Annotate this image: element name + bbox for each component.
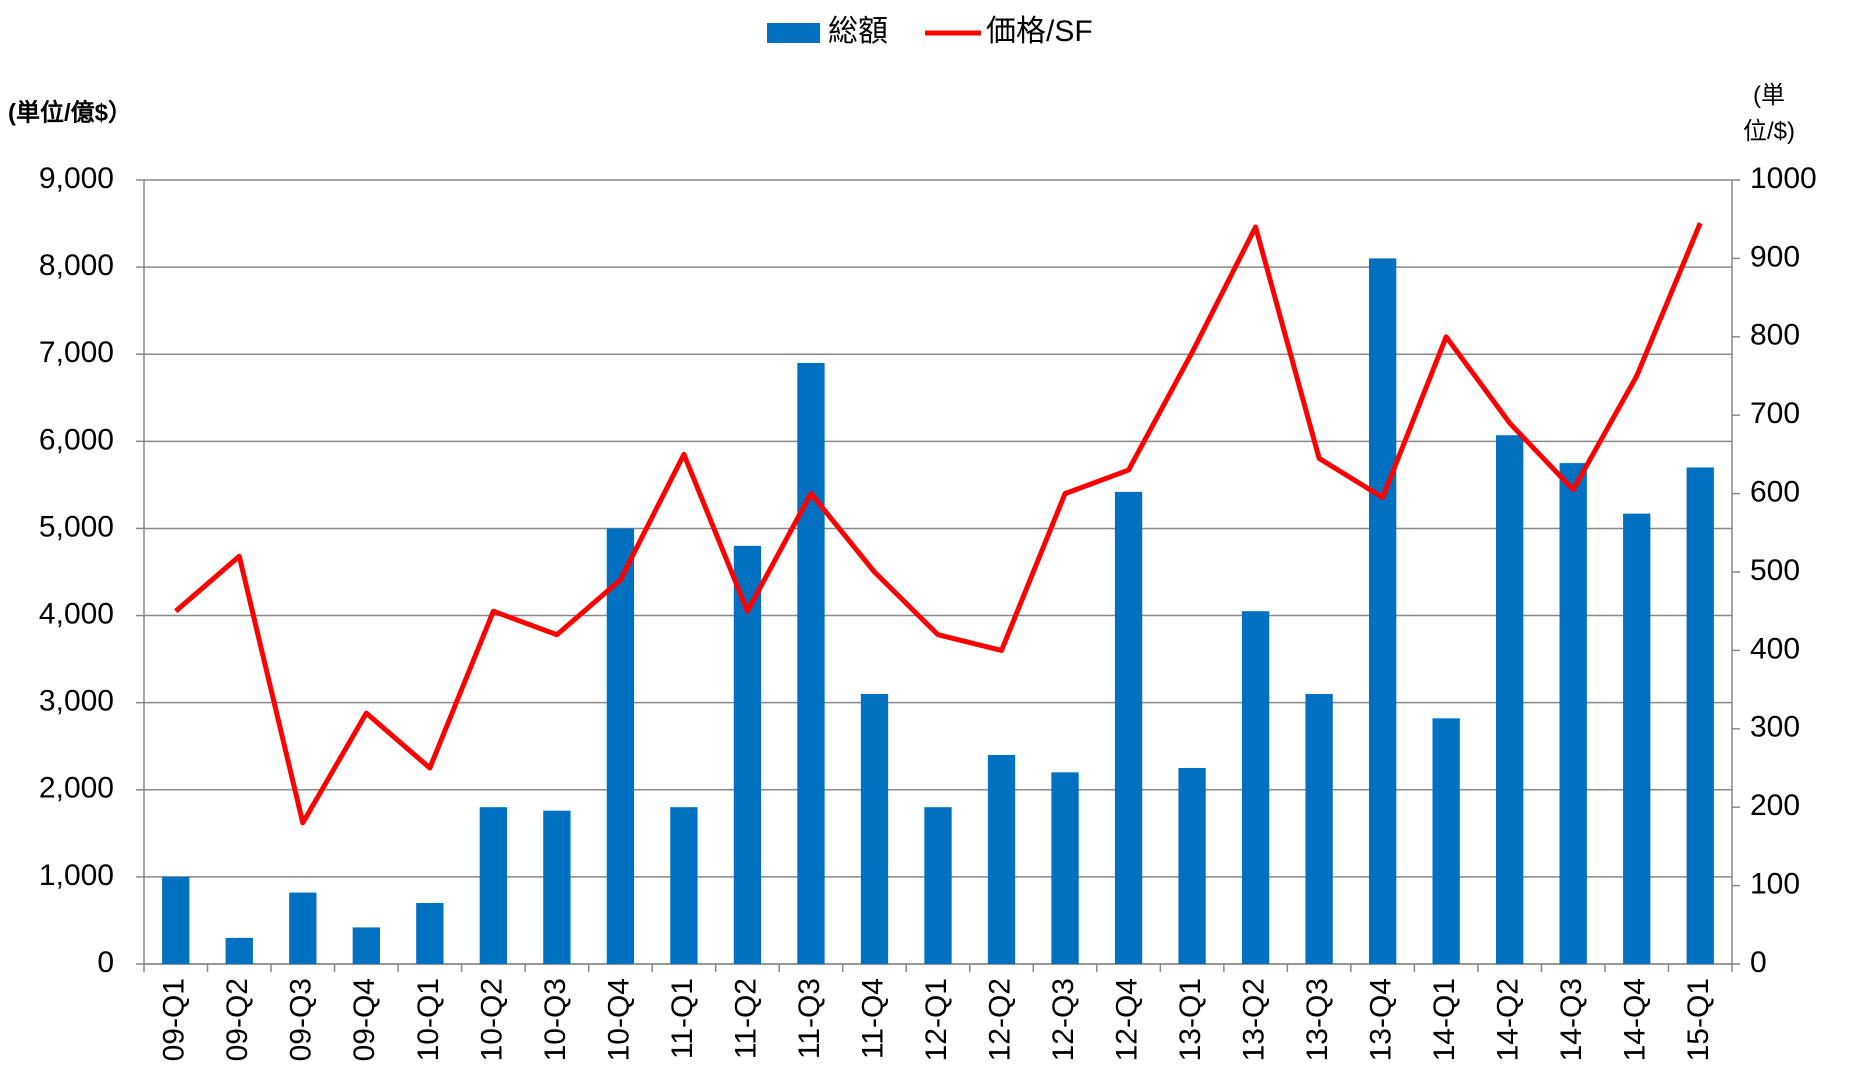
x-tick-label: 15-Q1	[1682, 978, 1715, 1061]
x-tick-label: 13-Q4	[1365, 978, 1398, 1061]
bar	[1305, 693, 1333, 964]
bar	[1178, 768, 1206, 964]
x-tick-label: 12-Q3	[1047, 978, 1080, 1061]
x-tick-label: 10-Q4	[602, 978, 635, 1061]
y2-tick-label: 400	[1750, 632, 1800, 665]
x-tick-label: 10-Q3	[539, 978, 572, 1061]
bar	[479, 807, 508, 964]
x-tick-label: 12-Q2	[983, 978, 1016, 1061]
x-tick-label: 12-Q4	[1110, 978, 1143, 1061]
bar	[606, 528, 635, 964]
bar	[289, 892, 317, 964]
bar	[1368, 258, 1397, 964]
y-tick-label: 9,000	[39, 162, 114, 195]
y-tick-label: 6,000	[39, 423, 114, 456]
y-axis-label: (単位/億$）	[8, 98, 132, 126]
x-tick-label: 14-Q3	[1555, 978, 1588, 1061]
y2-tick-label: 300	[1750, 711, 1800, 744]
bar	[1432, 718, 1460, 964]
x-tick-label: 09-Q2	[221, 978, 254, 1061]
x-tick-label: 09-Q4	[348, 978, 381, 1061]
bar	[987, 754, 1016, 964]
bar	[225, 937, 253, 964]
y-tick-label: 5,000	[39, 510, 114, 543]
bar	[1559, 463, 1587, 964]
bar	[924, 807, 952, 964]
bar	[1114, 491, 1143, 964]
x-tick-label: 13-Q2	[1238, 978, 1271, 1061]
x-tick-label: 10-Q1	[412, 978, 445, 1061]
bar	[1241, 611, 1270, 964]
bar	[352, 927, 380, 964]
y2-tick-label: 700	[1750, 397, 1800, 430]
line	[174, 222, 1703, 826]
x-tick-label: 14-Q4	[1619, 978, 1652, 1061]
x-tick-label: 11-Q4	[856, 978, 889, 1059]
y-tick-label: 3,000	[39, 685, 114, 718]
y2-tick-label: 200	[1750, 789, 1800, 822]
legend-label: 価格/SF	[986, 15, 1093, 48]
y-tick-label: 8,000	[39, 249, 114, 282]
x-tick-label: 13-Q3	[1301, 978, 1334, 1061]
x-tick-label: 11-Q2	[729, 978, 762, 1059]
bar	[797, 362, 825, 964]
x-tick-label: 11-Q1	[666, 978, 699, 1059]
x-tick-label: 13-Q1	[1174, 978, 1207, 1061]
bar	[1686, 467, 1714, 964]
x-tick-label: 14-Q2	[1492, 978, 1525, 1061]
bar	[860, 693, 889, 964]
bar	[1496, 435, 1524, 964]
bar	[416, 903, 444, 964]
bar	[1051, 772, 1079, 964]
x-tick-label: 09-Q3	[285, 978, 318, 1061]
y-tick-label: 1,000	[39, 859, 114, 892]
legend-label: 総額	[828, 15, 888, 48]
bar	[162, 876, 190, 964]
x-tick-label: 09-Q1	[158, 978, 191, 1061]
y2-tick-label: 600	[1750, 476, 1800, 509]
x-tick-label: 10-Q2	[475, 978, 508, 1061]
y2-tick-label: 1000	[1750, 162, 1817, 195]
legend-swatch	[767, 23, 820, 43]
y-tick-label: 2,000	[39, 772, 114, 805]
y2-tick-label: 900	[1750, 240, 1800, 273]
bar	[543, 810, 571, 964]
y-tick-label: 4,000	[39, 597, 114, 630]
bar	[733, 545, 762, 964]
x-tick-label: 11-Q3	[793, 978, 826, 1059]
y-tick-label: 0	[97, 946, 114, 979]
y2-tick-label: 0	[1750, 946, 1767, 979]
x-tick-label: 12-Q1	[920, 978, 953, 1061]
y2-tick-label: 100	[1750, 868, 1800, 901]
y-tick-label: 7,000	[39, 336, 114, 369]
y2-axis-label: (単位/$)	[1742, 82, 1795, 145]
y2-tick-label: 500	[1750, 554, 1800, 587]
y2-tick-label: 800	[1750, 319, 1800, 352]
bar	[670, 807, 698, 964]
bar	[1623, 513, 1651, 964]
x-tick-label: 14-Q1	[1428, 978, 1461, 1061]
